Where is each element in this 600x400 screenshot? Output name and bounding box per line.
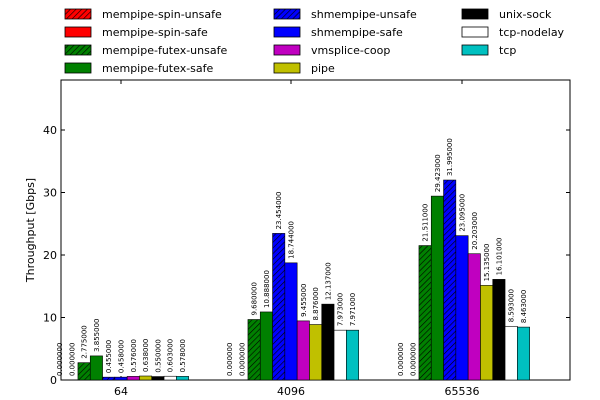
bar <box>504 325 518 381</box>
data-label: 16.101000 <box>495 238 503 276</box>
bar <box>321 303 335 381</box>
legend-swatch <box>461 44 489 56</box>
bar <box>480 285 494 381</box>
data-label: 8.593000 <box>508 289 516 322</box>
legend-swatch <box>273 44 301 56</box>
data-label: 9.680000 <box>251 282 259 315</box>
data-label: 9.455000 <box>300 284 308 317</box>
legend-swatch-hatch <box>65 45 91 55</box>
legend-label: mempipe-spin-safe <box>102 26 208 39</box>
y-tick-label: 40 <box>43 124 57 137</box>
data-label: 7.971000 <box>349 293 357 326</box>
legend-label: mempipe-spin-unsafe <box>102 8 222 21</box>
x-tick-label: 64 <box>114 385 128 398</box>
data-label: 0.458000 <box>118 340 126 373</box>
data-label: 0.000000 <box>238 343 246 376</box>
bar <box>430 195 444 381</box>
bar <box>176 376 189 381</box>
y-tick-label: 20 <box>43 249 57 262</box>
bar <box>151 376 165 381</box>
bar <box>517 326 530 381</box>
data-label: 0.455000 <box>105 340 113 373</box>
data-label: 0.000000 <box>68 343 76 376</box>
bar <box>89 355 103 381</box>
data-label: 23.454000 <box>275 192 283 230</box>
data-label: 31.995000 <box>446 138 454 176</box>
legend-label: mempipe-futex-safe <box>102 62 214 75</box>
legend-label: tcp-nodelay <box>499 26 565 39</box>
bar <box>333 329 347 381</box>
legend-swatch <box>461 8 489 20</box>
legend-swatch-hatch <box>65 9 91 19</box>
bar <box>309 324 323 381</box>
data-label: 3.855000 <box>93 319 101 352</box>
x-tick-label: 4096 <box>277 385 305 398</box>
bar-hatch <box>77 362 91 380</box>
data-label: 23.095000 <box>459 194 467 232</box>
y-axis-title: Throughput [Gbps] <box>24 178 37 283</box>
plot-area: 0 10 20 30 40 64 0.000000 0.000000 2.775000 3.855… <box>43 79 571 398</box>
legend-swatch-hatch <box>274 9 300 19</box>
data-label: 0.000000 <box>397 343 405 376</box>
bar <box>455 235 469 381</box>
bar <box>139 375 153 381</box>
legend-swatch <box>64 62 92 74</box>
data-label: 0.000000 <box>226 343 234 376</box>
bar <box>126 376 140 381</box>
bar-hatch <box>102 377 115 380</box>
x-tick-label: 65536 <box>445 385 480 398</box>
legend-label: vmsplice-coop <box>311 44 390 57</box>
data-label: 29.423000 <box>434 154 442 192</box>
legend-swatch <box>273 26 301 38</box>
data-label: 0.638000 <box>142 339 150 372</box>
y-tick-label: 0 <box>50 374 57 387</box>
data-label: 15.135000 <box>483 244 491 282</box>
legend-label: pipe <box>311 62 335 75</box>
data-label: 0.000000 <box>409 343 417 376</box>
bar-hatch <box>247 319 261 380</box>
bar-hatch <box>272 233 285 380</box>
bar-hatch <box>418 245 432 380</box>
data-label: 0.000000 <box>56 343 64 376</box>
data-label: 10.888000 <box>263 270 271 308</box>
bar <box>492 279 506 381</box>
legend-swatch <box>64 26 92 38</box>
data-label: 12.137000 <box>324 262 332 300</box>
bar-hatch <box>443 180 456 380</box>
legend-label: mempipe-futex-unsafe <box>102 44 227 57</box>
legend-label: shmempipe-safe <box>311 26 403 39</box>
data-label: 0.603000 <box>167 339 175 372</box>
bar <box>346 329 359 381</box>
data-label: 21.511000 <box>422 204 430 242</box>
bar <box>163 375 177 381</box>
bar <box>284 262 298 381</box>
data-label: 0.550000 <box>154 339 162 372</box>
bar <box>467 253 481 381</box>
y-tick-label: 30 <box>43 187 57 200</box>
legend: mempipe-spin-unsafe mempipe-spin-safe memp… <box>64 8 565 75</box>
legend-label: shmempipe-unsafe <box>311 8 417 21</box>
data-label: 2.775000 <box>81 325 89 358</box>
legend-label: tcp <box>499 44 516 57</box>
legend-swatch <box>461 26 489 38</box>
data-label: 7.973000 <box>337 293 345 326</box>
data-label: 0.576000 <box>130 339 138 372</box>
legend-label: unix-sock <box>499 8 552 21</box>
data-label: 18.744000 <box>288 221 296 259</box>
data-label: 0.578000 <box>179 339 187 372</box>
bar <box>114 376 128 381</box>
bar <box>259 311 273 381</box>
data-label: 20.203000 <box>471 212 479 250</box>
data-label: 8.876000 <box>312 287 320 320</box>
data-label: 8.463000 <box>520 290 528 323</box>
legend-swatch <box>273 62 301 74</box>
y-tick-label: 10 <box>43 312 57 325</box>
bar <box>296 320 310 381</box>
